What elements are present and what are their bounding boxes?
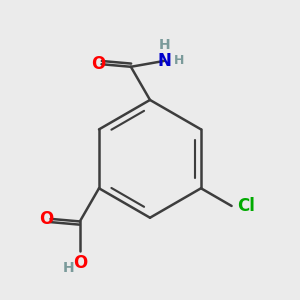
Text: H: H — [63, 261, 74, 275]
Text: O: O — [91, 55, 105, 73]
Text: O: O — [39, 210, 53, 228]
Text: O: O — [73, 254, 87, 272]
Text: H: H — [174, 54, 185, 68]
Text: H: H — [158, 38, 170, 52]
Text: Cl: Cl — [238, 197, 255, 215]
Text: N: N — [157, 52, 171, 70]
